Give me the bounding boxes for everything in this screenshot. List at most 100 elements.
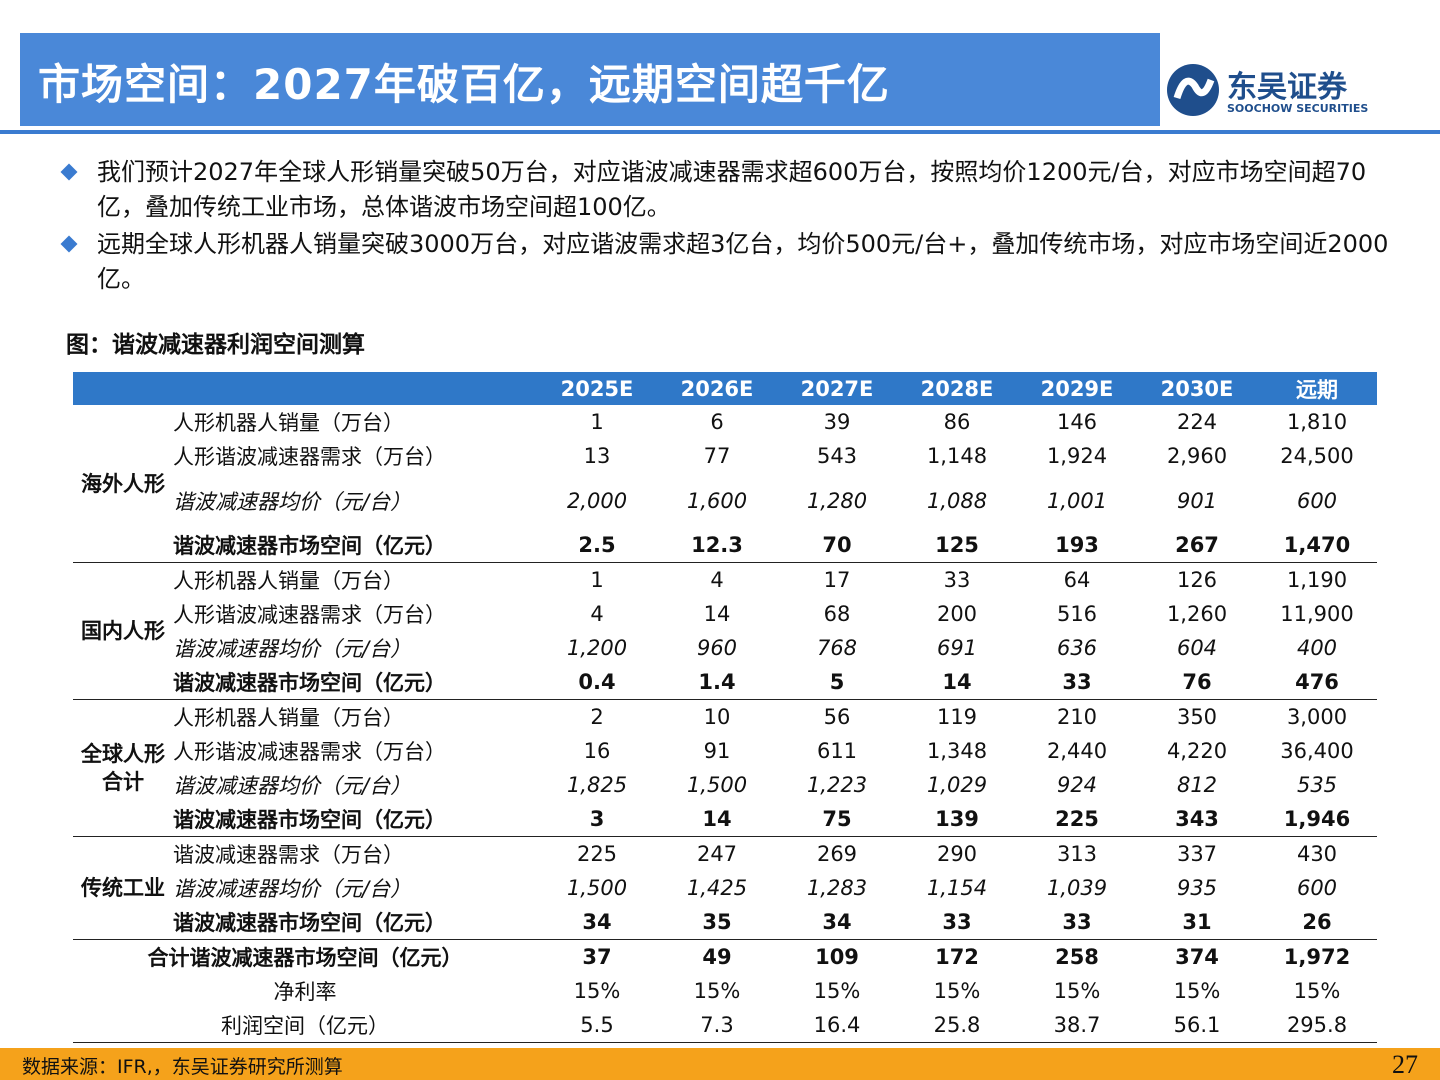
cell: 36,400 — [1280, 739, 1354, 763]
cell: 1,972 — [1257, 939, 1377, 974]
cell: 14 — [942, 670, 972, 694]
cell: 33 — [942, 910, 972, 934]
row-label: 净利率 — [273, 980, 337, 1004]
cell: 1,154 — [926, 876, 988, 900]
cell: 1,280 — [806, 488, 868, 513]
cell: 34 — [582, 910, 612, 934]
row-label: 人形谐波减速器需求（万台） — [173, 445, 446, 469]
row: 谐波减速器均价（元/台） 2,000 1,600 1,280 1,088 1,001 901… — [73, 473, 1377, 528]
cell: 543 — [816, 444, 858, 468]
cell: 1,600 — [686, 488, 748, 513]
cell: 1,190 — [1257, 562, 1377, 597]
row: 传统工业 谐波减速器需求（万台） 225 247 269 290 313 337 430 — [73, 836, 1377, 940]
table: 2025E 2026E 2027E 2028E 2029E 2030E 远期海外人形人形机器… — [73, 372, 1377, 1043]
cell: 3 — [589, 807, 605, 831]
cell: 15% — [813, 979, 861, 1003]
cell: 812 — [1176, 773, 1218, 797]
cell: 350 — [1137, 699, 1257, 734]
row: 人形谐波减速器需求（万台） 4 14 68 200 516 1,260 11,900 — [73, 597, 1377, 631]
title: 市场空间：2027年破百亿，远期空间超千亿 — [38, 60, 890, 109]
row: 国内人形 人形机器人销量（万台） 1 4 17 33 64 126 1,190 — [73, 562, 1377, 700]
cell: 224 — [1176, 410, 1218, 434]
cell: 15% — [573, 979, 621, 1003]
cell: 935 — [1176, 876, 1218, 900]
cell: 15% — [933, 979, 981, 1003]
cell: 10 — [657, 699, 777, 734]
cell: 4 — [657, 562, 777, 597]
cell: 17 — [777, 562, 897, 597]
cell: 1,825 — [566, 773, 628, 797]
row-label: 人形机器人销量（万台） — [173, 562, 537, 597]
cell: 172 — [897, 939, 1017, 974]
cell: 313 — [1017, 836, 1137, 871]
group-label: 国内人形 — [73, 562, 173, 700]
logo: 东吴证券 SOOCHOW SECURITIES — [1165, 62, 1435, 120]
cell: 1,348 — [926, 739, 988, 763]
column-header: 2030E — [1137, 372, 1257, 405]
logo-mark — [1167, 64, 1219, 116]
cell: 13 — [583, 444, 611, 468]
cell: 1,001 — [1046, 488, 1108, 513]
row-label: 谐波减速器市场空间（亿元） — [173, 808, 446, 832]
cell: 476 — [1295, 670, 1339, 694]
row: 谐波减速器市场空间（亿元） 3 14 75 139 225 343 1,946 — [73, 802, 1377, 837]
cell: 1,148 — [926, 444, 988, 468]
cell: 34 — [822, 910, 852, 934]
cell: 3,000 — [1257, 699, 1377, 734]
cell: 24,500 — [1280, 444, 1354, 468]
cell: 25.8 — [897, 1008, 1017, 1043]
cell: 1,260 — [1166, 602, 1228, 626]
cell: 924 — [1056, 773, 1098, 797]
row-label: 谐波减速器市场空间（亿元） — [173, 534, 446, 558]
cell: 31 — [1182, 910, 1212, 934]
row: 利润空间（亿元） 5.5 7.3 16.4 25.8 38.7 56.1 295.8 — [73, 1008, 1377, 1043]
header-cell — [173, 372, 537, 405]
row: 合计谐波减速器市场空间（亿元） 37 49 109 172 258 374 1,972 — [73, 939, 1377, 974]
page-number: 27 — [1392, 1050, 1418, 1079]
group-label: 传统工业 — [73, 836, 173, 940]
group-label: 全球人形合计 — [73, 699, 173, 837]
cell: 56 — [777, 699, 897, 734]
cell: 1,924 — [1046, 444, 1108, 468]
cell: 600 — [1296, 488, 1338, 513]
cell: 33 — [1062, 670, 1092, 694]
cell: 1 — [590, 410, 604, 434]
bullet: 远期全球人形机器人销量突破3000万台，对应谐波需求超3亿台，均价500元/台+… — [60, 227, 1405, 297]
group-label: 海外人形 — [81, 471, 165, 496]
cell: 16.4 — [777, 1008, 897, 1043]
cell: 1,810 — [1286, 410, 1348, 434]
column-header: 2028E — [897, 372, 1017, 405]
cell: 960 — [696, 636, 738, 660]
row: 海外人形 人形机器人销量（万台） 1 6 39 86 146 224 1,810 — [73, 405, 1377, 496]
row-label: 谐波减速器均价（元/台） — [173, 877, 412, 901]
cell: 15% — [1173, 979, 1221, 1003]
cell: 295.8 — [1257, 1008, 1377, 1043]
cell: 290 — [897, 836, 1017, 871]
cell: 14 — [703, 602, 731, 626]
row-label: 谐波减速器需求（万台） — [173, 836, 537, 871]
cell: 1,223 — [806, 773, 868, 797]
column-header: 远期 — [1257, 372, 1377, 405]
header-row: 2025E 2026E 2027E 2028E 2029E 2030E 远期 — [73, 372, 1377, 405]
cell: 86 — [943, 410, 971, 434]
cell: 4 — [590, 602, 604, 626]
cell: 636 — [1056, 636, 1098, 660]
row: 谐波减速器均价（元/台） 1,825 1,500 1,223 1,029 924 812 53… — [73, 768, 1377, 802]
cell: 5.5 — [537, 1008, 657, 1043]
row-label: 谐波减速器均价（元/台） — [173, 489, 412, 514]
cell: 691 — [936, 636, 978, 660]
figure-title: 图：谐波减速器利润空间测算 — [66, 332, 365, 358]
cell: 1.4 — [698, 670, 736, 694]
cell: 400 — [1296, 636, 1338, 660]
cell: 33 — [897, 562, 1017, 597]
cell: 1 — [537, 562, 657, 597]
row-label: 人形机器人销量（万台） — [173, 699, 537, 734]
footer: 数据来源：IFR,，东吴证券研究所测算 27 — [0, 1048, 1440, 1080]
cell: 1,029 — [926, 773, 988, 797]
source: 数据来源：IFR,，东吴证券研究所测算 — [22, 1056, 343, 1078]
cell: 2,440 — [1046, 739, 1108, 763]
title-bar: 市场空间：2027年破百亿，远期空间超千亿 — [20, 33, 1160, 126]
cell: 225 — [537, 836, 657, 871]
cell: 247 — [657, 836, 777, 871]
